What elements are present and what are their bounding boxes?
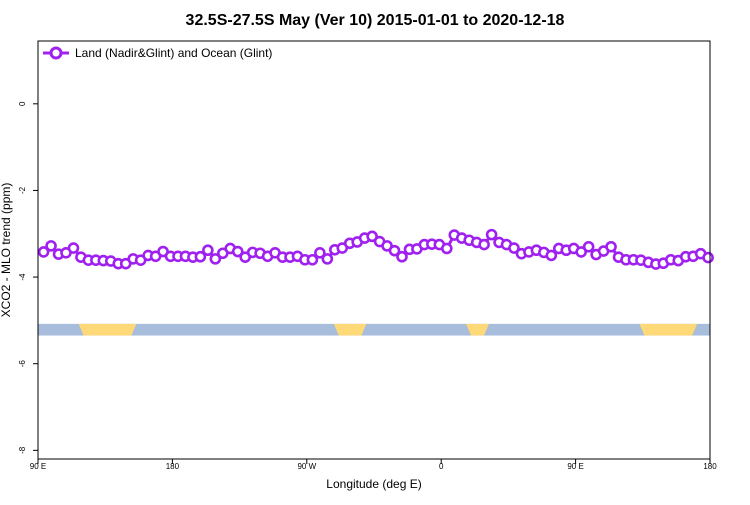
data-point <box>194 250 207 263</box>
data-point <box>366 230 378 243</box>
series-layer <box>37 228 714 270</box>
y-axis: 0 -2 -4 -6 -8 <box>18 101 38 454</box>
legend-marker-swatch <box>49 46 63 60</box>
land-segment <box>639 323 698 336</box>
data-point <box>37 246 50 258</box>
x-tick-label: 90 W <box>297 462 316 471</box>
y-tick-label: -4 <box>18 273 27 281</box>
data-point <box>582 240 595 253</box>
data-point <box>440 242 453 255</box>
legend-label: Land (Nadir&Glint) and Ocean (Glint) <box>75 46 272 60</box>
data-point <box>321 253 334 265</box>
data-point <box>202 244 214 257</box>
x-tick-label: 0 <box>439 462 444 471</box>
data-point <box>485 228 498 241</box>
data-point <box>575 246 588 258</box>
data-point <box>209 253 222 265</box>
plot-frame <box>37 40 711 460</box>
data-point <box>231 245 244 258</box>
chart-title: 32.5S-27.5S May (Ver 10) 2015-01-01 to 2… <box>186 12 565 29</box>
x-tick-label: 90 E <box>30 462 46 471</box>
land-segment <box>466 323 489 336</box>
x-tick-label: 180 <box>703 462 717 471</box>
ocean-band <box>38 323 710 336</box>
data-point <box>388 244 401 257</box>
data-point <box>702 251 714 264</box>
data-point <box>545 249 558 262</box>
y-tick-label: -8 <box>18 446 27 454</box>
x-axis: 90 E 180 90 W 0 90 E 180 <box>30 459 717 471</box>
y-tick-label: -2 <box>18 186 27 194</box>
land-segment <box>333 323 367 336</box>
legend: Land (Nadir&Glint) and Ocean (Glint) <box>43 46 272 60</box>
data-point <box>478 238 490 251</box>
land-ocean-band <box>38 323 710 336</box>
x-axis-label: Longitude (deg E) <box>326 477 421 491</box>
x-tick-label: 180 <box>166 462 180 471</box>
y-tick-label: 0 <box>18 101 27 106</box>
data-point <box>306 253 319 266</box>
y-axis-label: XCO2 - MLO trend (ppm) <box>0 183 13 318</box>
data-point <box>605 240 617 253</box>
land-segment <box>78 323 137 336</box>
data-point <box>314 247 326 259</box>
y-tick-label: -6 <box>18 360 27 368</box>
data-point <box>396 250 408 263</box>
data-point <box>45 240 57 252</box>
x-tick-label: 90 E <box>567 462 583 471</box>
data-point <box>67 242 80 254</box>
data-point <box>508 242 520 254</box>
